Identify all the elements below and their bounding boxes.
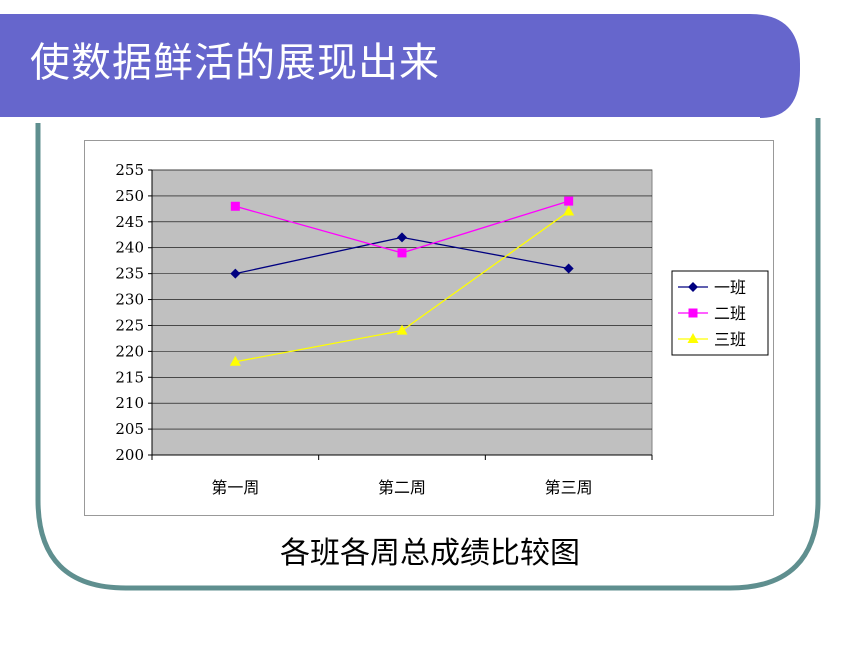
y-tick-label: 215 [115,368,144,386]
data-point [397,232,407,243]
title-underline [0,117,760,123]
data-point [564,196,574,206]
y-tick-label: 255 [115,161,144,179]
line-chart: 200 205 210 215 220 225 230 235 240 245 250 255 第一周 第… [84,140,774,516]
legend-label: 二班 [714,304,746,323]
x-tick-label: 第二周 [378,478,426,497]
data-point [563,263,574,274]
chart-caption: 各班各周总成绩比较图 [280,536,580,571]
data-point [396,324,408,335]
legend-swatch-marker [688,308,698,318]
legend-label: 一班 [714,278,746,297]
y-tick-label: 230 [115,291,144,309]
y-tick-label: 240 [115,239,144,257]
page-title: 使数据鲜活的展现出来 [30,40,440,86]
x-tick-label: 第一周 [211,478,259,497]
data-point [397,248,407,258]
legend-swatch-marker [688,282,698,292]
legend-swatch-marker [687,333,699,343]
y-tick-label: 245 [115,213,144,231]
slide-frame [35,118,821,591]
y-tick-label: 235 [115,265,144,283]
data-point [230,268,241,279]
title-bar [0,14,800,118]
legend-label: 三班 [714,330,746,349]
data-point [563,205,575,216]
y-tick-label: 210 [115,394,144,412]
y-tick-label: 225 [115,316,144,334]
x-tick-label: 第三周 [545,478,593,497]
data-point [230,201,240,211]
y-tick-label: 200 [115,446,144,464]
plot-area [151,169,653,456]
y-tick-label: 205 [115,420,144,438]
data-point [229,355,241,366]
y-tick-label: 220 [115,342,144,360]
y-tick-label: 250 [115,187,144,205]
